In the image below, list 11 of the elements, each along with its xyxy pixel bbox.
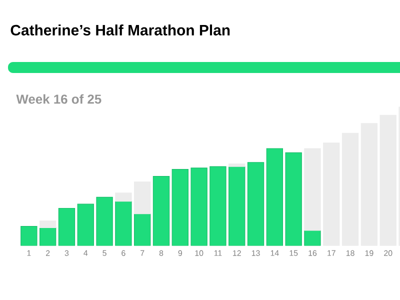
- bar: [134, 214, 151, 246]
- bar: [304, 148, 321, 231]
- chart-title: Catherine’s Half Marathon Plan: [10, 24, 230, 36]
- bar: [134, 182, 151, 214]
- bar: [228, 163, 246, 167]
- bar: [39, 220, 56, 228]
- bar: [304, 230, 321, 246]
- bar: [115, 192, 132, 202]
- bar: [115, 201, 132, 246]
- chart-subtitle: Week 16 of 25: [16, 94, 102, 104]
- bar: [285, 152, 302, 246]
